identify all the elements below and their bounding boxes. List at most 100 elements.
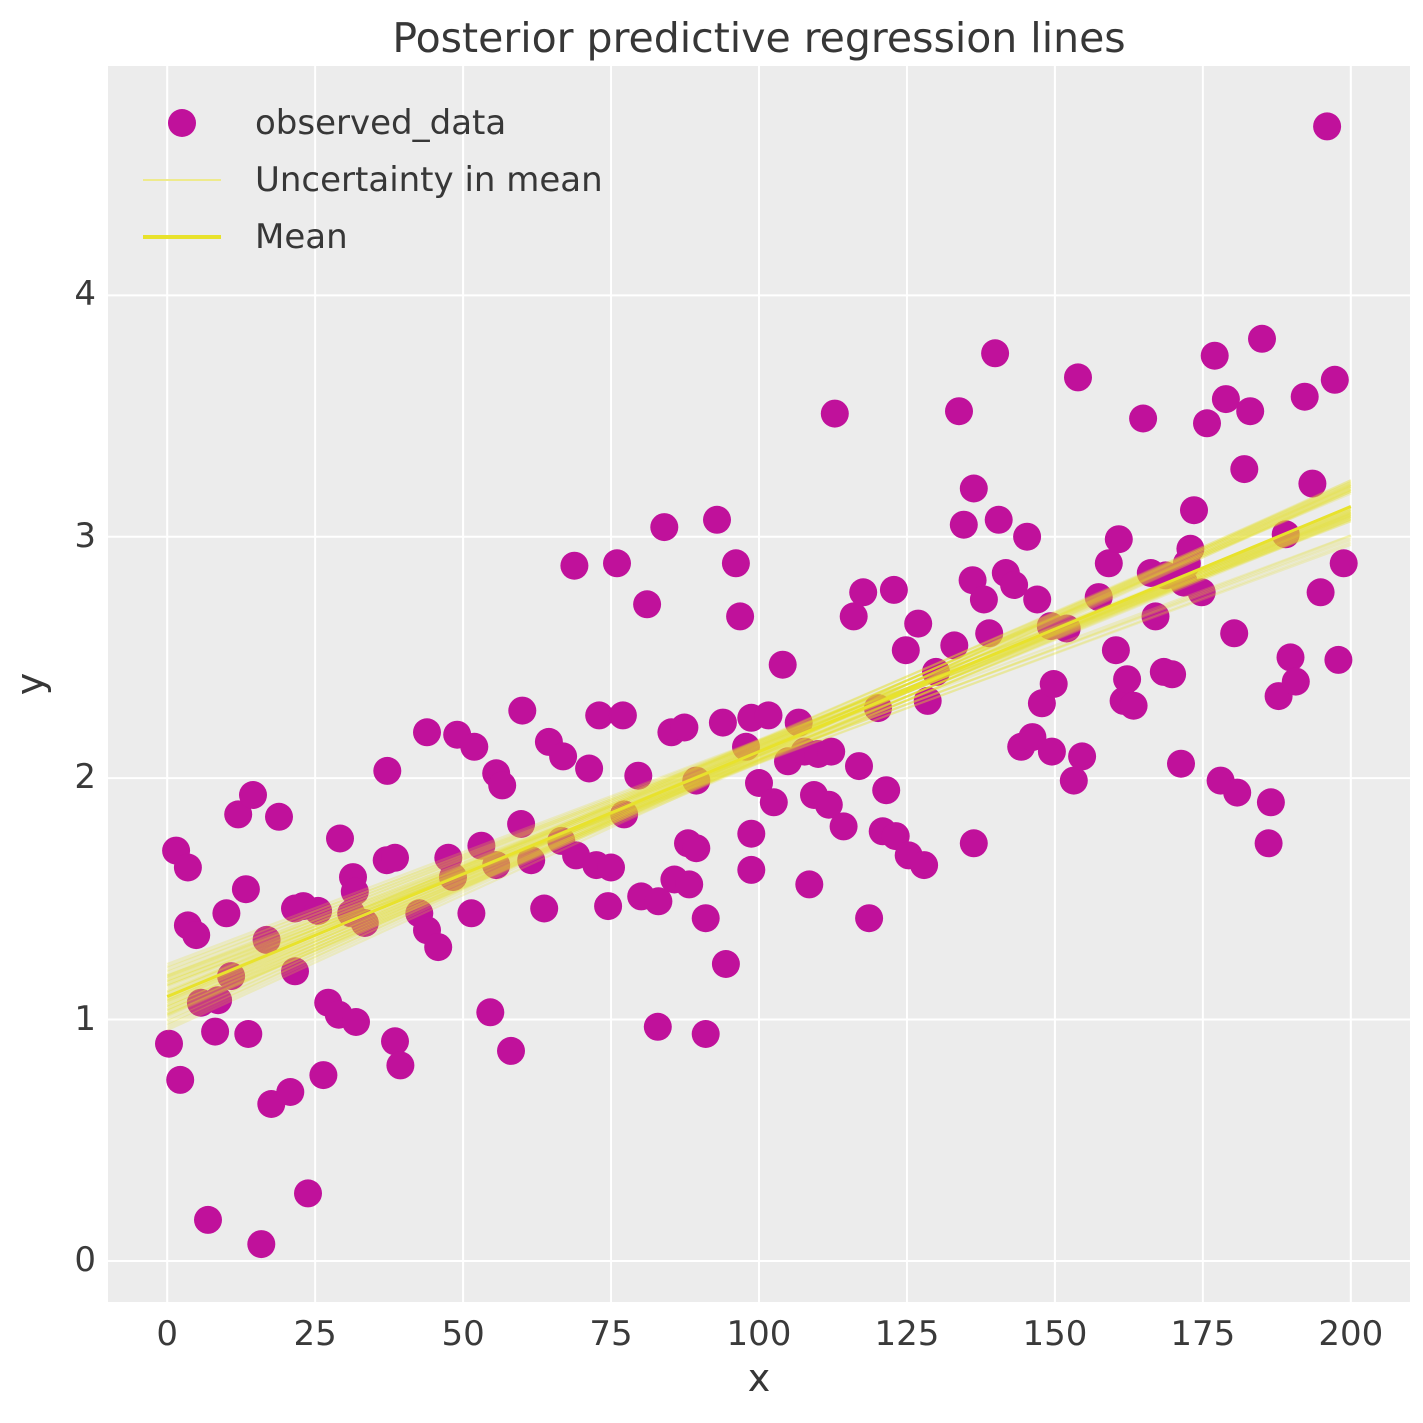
data-point: [1276, 643, 1305, 672]
data-point: [507, 810, 536, 838]
data-point: [726, 602, 755, 631]
data-point: [682, 834, 711, 863]
data-point: [194, 1205, 222, 1234]
data-point: [309, 1061, 338, 1090]
data-point: [1158, 660, 1187, 689]
x-axis-label: x: [747, 1356, 771, 1400]
data-point: [1180, 496, 1208, 525]
uncertainty-line: [166, 534, 1352, 987]
uncertainty-line: [166, 483, 1352, 998]
data-point: [814, 790, 843, 819]
uncertainty-line-icon: [143, 179, 221, 181]
uncertainty-line: [166, 488, 1352, 1021]
mean-line-icon: [143, 235, 221, 239]
scatter-marker-icon: [168, 109, 196, 137]
data-point: [350, 909, 379, 937]
data-point: [754, 701, 783, 730]
legend-label: Mean: [255, 217, 348, 257]
data-point: [670, 713, 699, 742]
uncertainty-line: [166, 490, 1352, 1017]
data-point: [1248, 324, 1276, 353]
data-point: [224, 800, 253, 829]
data-point: [940, 631, 969, 660]
data-point: [817, 737, 846, 766]
data-point: [413, 718, 441, 747]
uncertainty-line: [166, 541, 1352, 986]
data-point: [342, 1008, 370, 1036]
data-point: [984, 505, 1013, 534]
data-point: [1193, 409, 1221, 438]
data-point: [234, 1020, 263, 1048]
data-point: [212, 899, 241, 928]
data-point: [1119, 691, 1148, 720]
data-point: [182, 921, 211, 950]
uncertainty-line: [166, 516, 1352, 1007]
uncertainty-line: [166, 513, 1352, 1000]
x-tick-label: 25: [293, 1314, 337, 1354]
data-point: [711, 950, 740, 978]
uncertainty-line: [166, 520, 1352, 978]
uncertainty-line: [166, 534, 1352, 977]
data-point: [1176, 534, 1205, 563]
uncertainty-line: [166, 492, 1352, 993]
data-point: [913, 686, 942, 715]
data-point: [1084, 583, 1113, 612]
uncertainty-line: [166, 509, 1352, 1008]
data-point: [1256, 788, 1285, 817]
uncertainty-line: [166, 485, 1352, 1005]
data-point: [1104, 525, 1133, 554]
data-point: [204, 986, 233, 1015]
uncertainty-line: [166, 517, 1352, 972]
uncertainty-line: [166, 511, 1352, 1015]
uncertainty-line: [166, 518, 1352, 982]
uncertainty-line: [166, 515, 1352, 966]
uncertainty-line: [166, 513, 1352, 980]
uncertainty-line: [166, 490, 1352, 1007]
data-point: [1187, 578, 1216, 607]
data-point: [1113, 665, 1142, 694]
data-point: [1068, 742, 1097, 771]
uncertainty-line: [166, 481, 1352, 1013]
uncertainty-line: [166, 539, 1352, 979]
uncertainty-line: [166, 490, 1352, 997]
data-point: [1039, 670, 1068, 698]
data-point: [517, 846, 546, 875]
data-point: [1167, 749, 1195, 778]
y-tick-label: 3: [74, 515, 96, 556]
uncertainty-line: [166, 488, 1352, 1011]
uncertainty-line: [166, 536, 1352, 983]
data-point: [239, 781, 267, 809]
data-point: [691, 904, 720, 933]
x-tick-label: 100: [726, 1314, 792, 1354]
x-tick-label: 150: [1022, 1314, 1088, 1354]
data-point: [981, 339, 1010, 368]
data-point: [745, 769, 773, 797]
uncertainty-line: [166, 520, 1352, 968]
data-point: [381, 1027, 409, 1056]
data-point: [872, 776, 901, 805]
data-point: [1059, 766, 1088, 795]
legend-label: observed_data: [255, 103, 507, 143]
x-tick-label: 0: [156, 1314, 178, 1354]
data-point: [708, 708, 737, 737]
data-point: [1298, 469, 1327, 498]
data-point: [879, 575, 908, 604]
data-point: [155, 1029, 183, 1058]
data-point: [281, 957, 309, 986]
data-point: [476, 998, 505, 1027]
data-point: [849, 578, 878, 607]
data-point: [1064, 363, 1092, 392]
data-point: [691, 1020, 720, 1048]
uncertainty-line: [166, 506, 1352, 1002]
data-point: [304, 896, 333, 925]
data-point: [795, 870, 824, 899]
data-point: [975, 619, 1004, 648]
data-point: [381, 843, 409, 872]
y-tick-label: 4: [74, 274, 96, 315]
data-point: [508, 696, 537, 725]
data-point: [1306, 578, 1335, 607]
data-point: [737, 819, 766, 848]
data-point: [1141, 602, 1170, 631]
uncertainty-line: [166, 483, 1352, 1009]
